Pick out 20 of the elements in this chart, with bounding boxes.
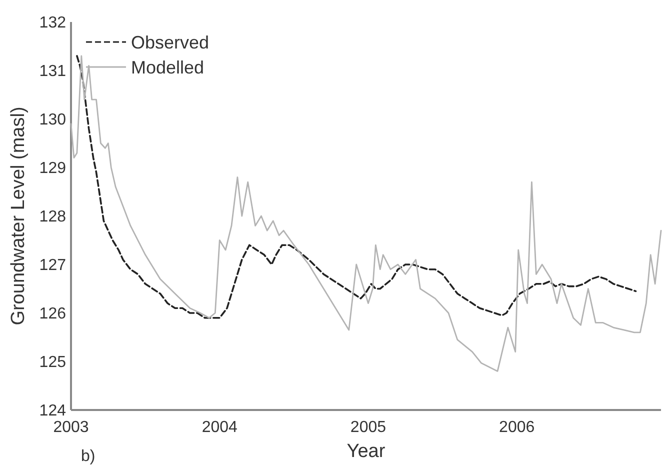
legend-label: Observed — [131, 32, 210, 52]
y-axis-title: Groundwater Level (masl) — [8, 106, 29, 326]
y-tick-label: 129 — [39, 160, 66, 178]
y-tick-label: 125 — [39, 354, 66, 372]
x-tick-label: 2004 — [202, 419, 238, 436]
text: b) — [81, 448, 96, 465]
y-tick-label: 127 — [39, 257, 66, 274]
y-tick-label: 131 — [39, 63, 66, 80]
x-tick-label: 2003 — [53, 419, 89, 436]
x-tick-label: 2005 — [350, 419, 386, 436]
x-tick-label: 2006 — [499, 419, 535, 436]
y-tick-label: 132 — [39, 14, 66, 32]
y-tick-label: 124 — [39, 402, 66, 420]
line-series — [76, 55, 637, 319]
x-axis-title: Year — [346, 441, 386, 462]
y-tick-label: 128 — [39, 208, 66, 226]
legend-label: Modelled — [131, 57, 204, 78]
line-series — [70, 55, 662, 372]
y-tick-label: 130 — [39, 112, 66, 129]
y-tick-label: 126 — [39, 306, 66, 323]
